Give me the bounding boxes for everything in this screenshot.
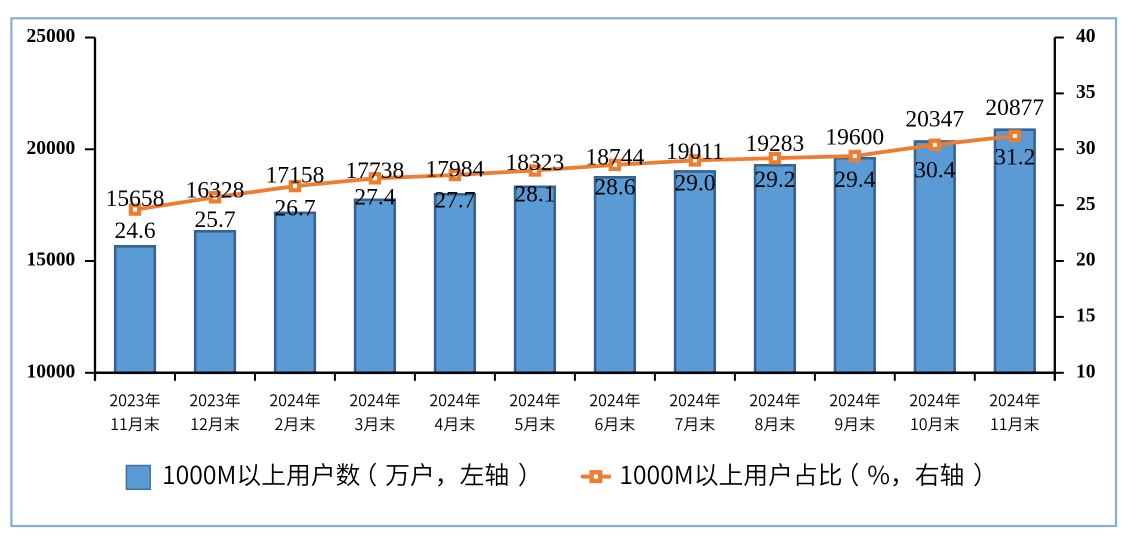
svg-text:40: 40 — [1076, 26, 1096, 47]
svg-text:20347: 20347 — [905, 106, 964, 132]
svg-text:18744: 18744 — [586, 145, 645, 171]
svg-text:15000: 15000 — [26, 250, 75, 271]
svg-text:15658: 15658 — [106, 186, 165, 212]
svg-text:17738: 17738 — [346, 158, 405, 184]
svg-text:29.0: 29.0 — [674, 170, 715, 196]
svg-text:17984: 17984 — [426, 156, 485, 182]
svg-text:29.4: 29.4 — [834, 167, 875, 193]
svg-text:19283: 19283 — [746, 131, 805, 157]
svg-text:30.4: 30.4 — [914, 158, 955, 184]
svg-text:28.6: 28.6 — [594, 175, 635, 201]
svg-text:29.2: 29.2 — [754, 167, 795, 193]
svg-text:30: 30 — [1076, 138, 1096, 159]
svg-text:16328: 16328 — [186, 178, 245, 204]
svg-text:31.2: 31.2 — [994, 144, 1035, 170]
svg-text:26.7: 26.7 — [274, 196, 315, 222]
svg-text:28.1: 28.1 — [514, 182, 555, 208]
svg-text:19011: 19011 — [666, 139, 724, 165]
svg-text:27.7: 27.7 — [434, 188, 475, 214]
svg-text:19600: 19600 — [825, 124, 884, 150]
svg-text:20000: 20000 — [26, 138, 75, 159]
svg-text:35: 35 — [1076, 82, 1096, 103]
svg-text:20: 20 — [1076, 250, 1096, 271]
svg-text:25.7: 25.7 — [194, 207, 235, 233]
svg-text:17158: 17158 — [266, 163, 325, 189]
svg-text:15: 15 — [1076, 306, 1096, 327]
svg-text:25: 25 — [1076, 194, 1096, 215]
svg-text:18323: 18323 — [506, 150, 565, 176]
svg-text:27.4: 27.4 — [354, 185, 395, 211]
svg-text:25000: 25000 — [26, 26, 75, 47]
svg-text:10: 10 — [1076, 362, 1096, 383]
svg-text:20877: 20877 — [985, 95, 1044, 121]
svg-text:10000: 10000 — [26, 362, 75, 383]
svg-text:24.6: 24.6 — [114, 218, 155, 244]
